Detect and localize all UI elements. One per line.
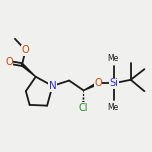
Text: Si: Si [109, 78, 118, 88]
Polygon shape [84, 82, 98, 90]
Text: Cl: Cl [79, 103, 88, 113]
Text: O: O [94, 78, 102, 88]
Text: Me: Me [107, 54, 119, 63]
Text: O: O [22, 45, 29, 55]
Text: Me: Me [107, 103, 119, 112]
Text: N: N [49, 81, 56, 91]
Text: O: O [5, 57, 13, 67]
Polygon shape [21, 64, 36, 77]
